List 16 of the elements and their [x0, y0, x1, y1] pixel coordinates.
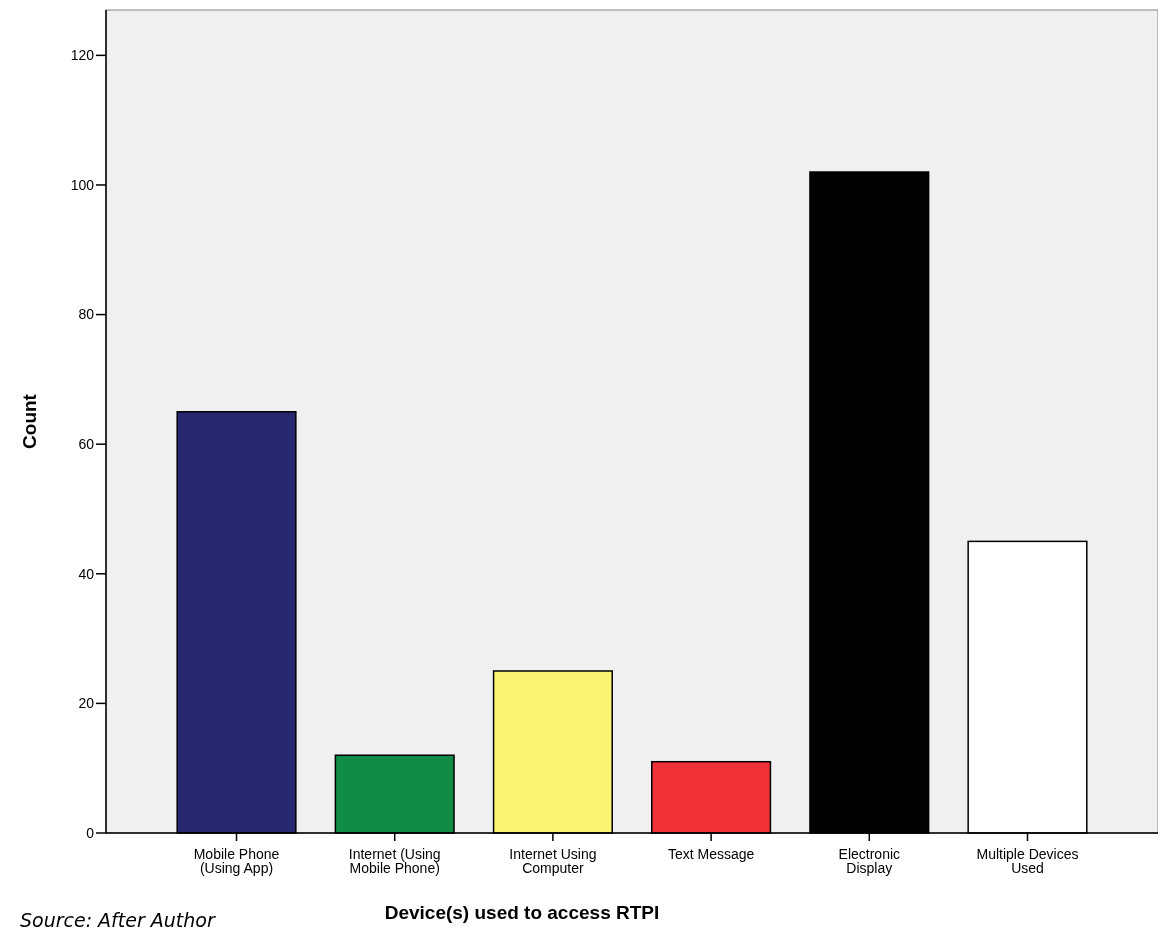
x-tick-label: Electronic Display	[838, 846, 901, 876]
y-tick-label: 0	[86, 824, 95, 841]
y-tick-label: 100	[70, 176, 95, 193]
y-tick-label: 40	[78, 565, 95, 582]
y-tick-label: 120	[70, 47, 95, 64]
y-tick-label: 60	[78, 436, 95, 453]
y-tick-label: 80	[78, 306, 95, 323]
y-axis-title: Count	[19, 393, 40, 449]
x-tick-label: Mobile Phone (Using App)	[193, 846, 280, 876]
x-axis-title: Device(s) used to access RTPI	[384, 902, 660, 923]
x-tick-label: Internet Using Computer	[509, 846, 597, 876]
y-tick-label: 20	[78, 695, 95, 712]
x-tick-label: Text Message	[667, 846, 755, 862]
x-tick-label: Internet (Using Mobile Phone)	[348, 846, 441, 876]
x-tick-label: Multiple Devices Used	[976, 846, 1079, 876]
source-note: Source: After Author	[20, 909, 216, 931]
